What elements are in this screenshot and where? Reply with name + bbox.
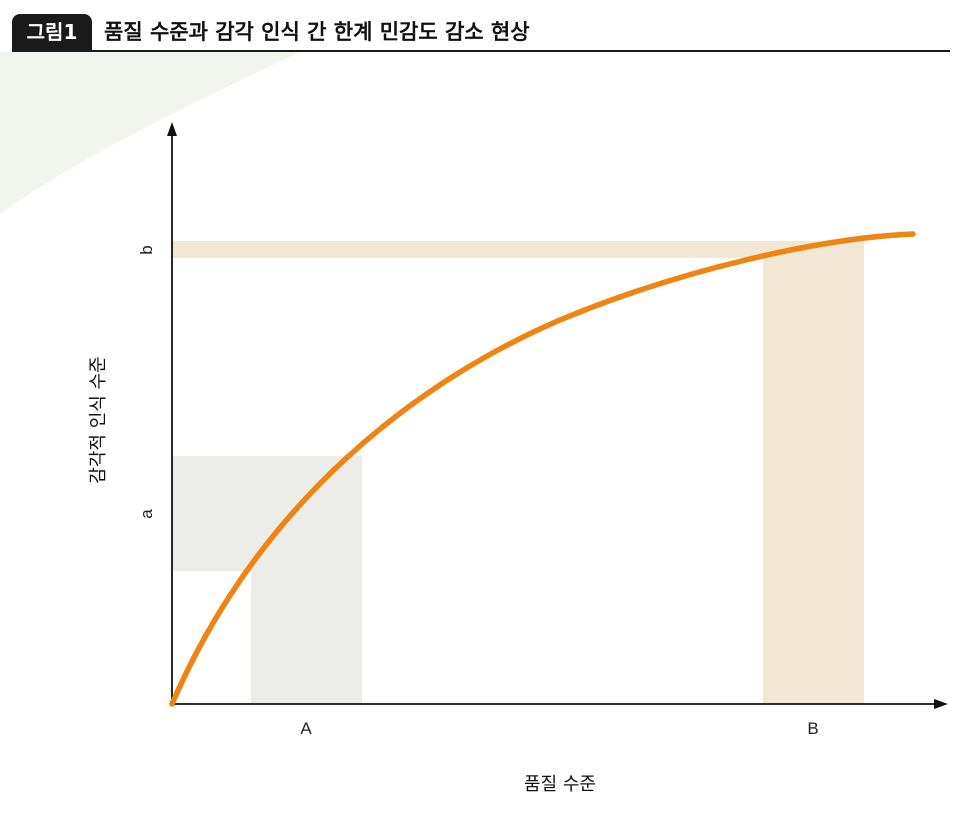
figure-badge: 그림1 [12, 14, 92, 50]
y-marker-a: a [137, 509, 156, 519]
y-axis-arrow-icon [167, 122, 177, 136]
header-rule [12, 50, 950, 52]
x-axis-title: 품질 수준 [524, 774, 596, 795]
perception-curve [169, 231, 916, 707]
shade-b-vertical [763, 241, 864, 704]
figure-header: 그림1 품질 수준과 감각 인식 간 한계 민감도 감소 현상 [0, 0, 963, 60]
y-marker-b: b [137, 245, 156, 254]
x-marker-b: B [807, 719, 818, 738]
x-marker-a: A [300, 719, 312, 738]
figure-title: 품질 수준과 감각 인식 간 한계 민감도 감소 현상 [104, 20, 530, 44]
x-axis-arrow-icon [934, 699, 948, 709]
shade-a-vertical [251, 456, 362, 704]
shade-b-horizontal [172, 241, 864, 258]
y-axis-title: 감각적 인식 수준 [88, 356, 109, 483]
